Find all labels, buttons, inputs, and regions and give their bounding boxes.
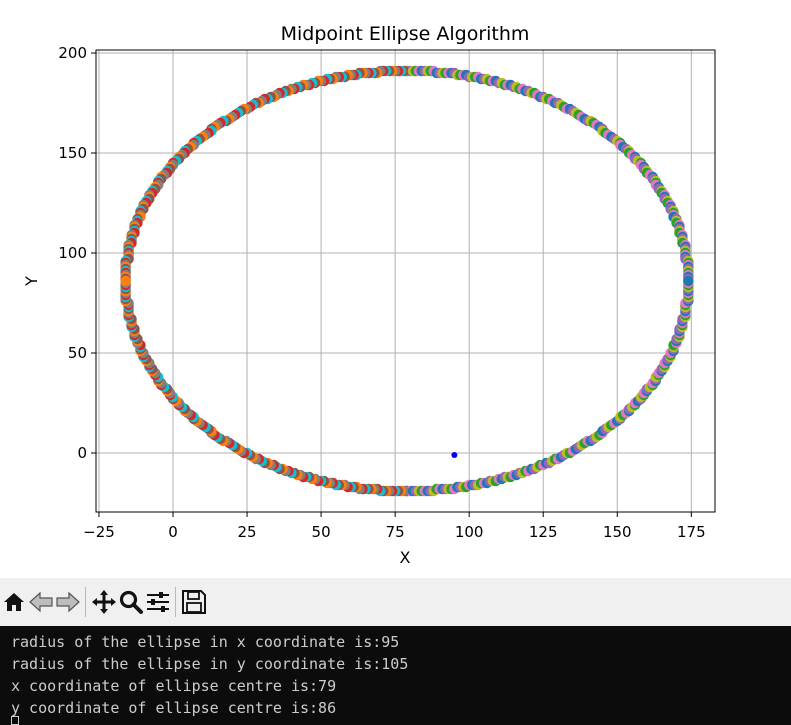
x-tick-label: 175 (677, 523, 706, 541)
configure-subplots-button[interactable] (145, 587, 171, 617)
grid-lines (96, 50, 715, 512)
zoom-icon (119, 590, 143, 614)
x-tick-label: 25 (238, 523, 257, 541)
figure-canvas: −25 0 25 50 75 100 125 150 175 0 50 100 150 200 Midpo… (22, 23, 716, 567)
ellipse-points (120, 65, 694, 497)
forward-button[interactable] (55, 587, 81, 617)
ellipse-plot: −25 0 25 50 75 100 125 150 175 0 50 100 150 200 Midpo… (22, 23, 716, 567)
terminal-cursor (11, 716, 19, 725)
extra-point-layer (451, 452, 458, 458)
toolbar-separator (85, 587, 86, 617)
x-tick-label: 50 (312, 523, 331, 541)
terminal-output: radius of the ellipse in x coordinate is… (0, 626, 791, 725)
axes-frame (95, 49, 716, 513)
ellipse-point (683, 275, 694, 287)
terminal-line: x coordinate of ellipse centre is:79 (11, 677, 337, 695)
home-icon (4, 593, 24, 611)
x-tick-label: 0 (168, 523, 178, 541)
terminal-line: radius of the ellipse in y coordinate is… (11, 655, 409, 673)
plot-toolbar (0, 578, 791, 626)
zoom-button[interactable] (118, 587, 144, 617)
extra-point (451, 452, 458, 458)
back-icon (29, 591, 53, 613)
configure-subplots-icon (147, 592, 169, 612)
home-button[interactable] (1, 587, 27, 617)
save-button[interactable] (181, 587, 207, 617)
x-tick-label: 100 (455, 523, 484, 541)
y-tick-label: 0 (77, 444, 87, 462)
x-tick-label: 150 (603, 523, 632, 541)
back-button[interactable] (28, 587, 54, 617)
y-tick-label: 200 (58, 44, 87, 62)
toolbar-separator (175, 587, 176, 617)
y-tick-label: 150 (58, 144, 87, 162)
y-tick-label: 100 (58, 244, 87, 262)
terminal-line: y coordinate of ellipse centre is:86 (11, 699, 337, 717)
save-icon (182, 590, 206, 614)
pan-icon (92, 590, 116, 614)
terminal-line: radius of the ellipse in x coordinate is… (11, 633, 400, 651)
pan-button[interactable] (91, 587, 117, 617)
chart-title: Midpoint Ellipse Algorithm (281, 23, 530, 45)
ellipse-point (120, 275, 131, 287)
x-tick-label: −25 (83, 523, 115, 541)
x-tick-label: 75 (386, 523, 405, 541)
x-axis-label: X (400, 548, 411, 567)
y-tick-label: 50 (68, 344, 87, 362)
y-axis-label: Y (22, 276, 41, 287)
x-tick-label: 125 (529, 523, 558, 541)
axis-ticks: −25 0 25 50 75 100 125 150 175 0 50 100 150 200 (58, 44, 705, 541)
forward-icon (56, 591, 80, 613)
